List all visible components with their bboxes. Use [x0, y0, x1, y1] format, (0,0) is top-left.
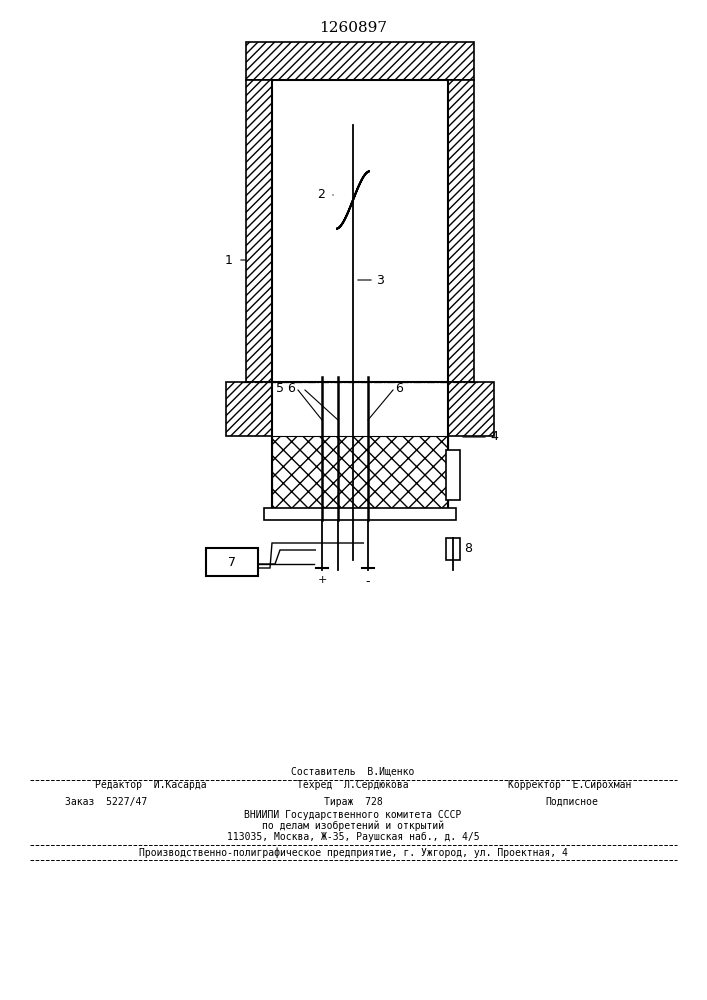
- Bar: [272, 80, 448, 382]
- Bar: [446, 538, 460, 560]
- Text: 5 6: 5 6: [276, 381, 296, 394]
- Bar: [246, 42, 474, 80]
- Bar: [246, 80, 272, 382]
- Bar: [206, 548, 258, 576]
- Text: 1: 1: [225, 253, 233, 266]
- Text: 6: 6: [395, 381, 403, 394]
- Text: 7: 7: [228, 556, 236, 568]
- Text: Производственно-полиграфическое предприятие, г. Ужгород, ул. Проектная, 4: Производственно-полиграфическое предприя…: [139, 848, 568, 858]
- Text: 2: 2: [317, 188, 325, 202]
- Text: Заказ  5227/47: Заказ 5227/47: [65, 797, 147, 807]
- Text: ВНИИПИ Государственного комитета СССР: ВНИИПИ Государственного комитета СССР: [245, 810, 462, 820]
- Bar: [264, 508, 456, 520]
- Text: Подписное: Подписное: [545, 797, 598, 807]
- Text: по делам изобретений и открытий: по делам изобретений и открытий: [262, 821, 444, 831]
- Text: +: +: [317, 575, 327, 585]
- Polygon shape: [336, 171, 370, 229]
- Text: Техред  Л.Сердюкова: Техред Л.Сердюкова: [297, 780, 409, 790]
- Text: Корректор  Е.Сирохман: Корректор Е.Сирохман: [508, 780, 631, 790]
- Text: 1260897: 1260897: [319, 21, 387, 35]
- Bar: [226, 382, 272, 436]
- Bar: [272, 436, 448, 510]
- Text: 3: 3: [376, 273, 384, 286]
- Bar: [448, 80, 474, 382]
- Bar: [446, 450, 460, 500]
- Text: Тираж  728: Тираж 728: [324, 797, 382, 807]
- Text: 8: 8: [464, 542, 472, 554]
- Text: Составитель  В.Ищенко: Составитель В.Ищенко: [291, 767, 415, 777]
- Text: 4: 4: [490, 430, 498, 444]
- Bar: [448, 382, 494, 436]
- Text: -: -: [366, 575, 370, 588]
- Text: 113035, Москва, Ж-35, Раушская наб., д. 4/5: 113035, Москва, Ж-35, Раушская наб., д. …: [227, 832, 479, 842]
- Text: Редактор  И.Касарда: Редактор И.Касарда: [95, 780, 206, 790]
